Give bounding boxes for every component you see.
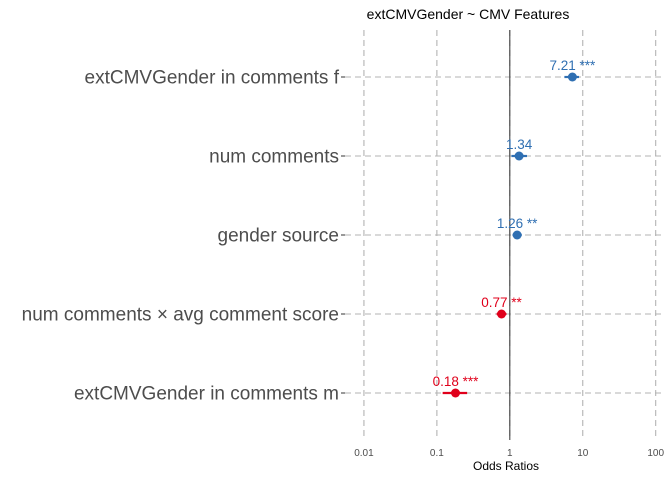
- estimate-point: [512, 230, 522, 240]
- y-category-label: extCMVGender in comments m: [74, 384, 339, 405]
- estimate-label: 0.18 ***: [433, 374, 480, 389]
- estimate-label: 7.21 ***: [549, 58, 596, 73]
- estimate-label: 1.26 **: [497, 216, 538, 231]
- x-tick-label: 0.1: [430, 448, 444, 459]
- estimate-point: [497, 309, 507, 319]
- y-category-label: extCMVGender in comments f: [85, 68, 340, 89]
- y-category-label: gender source: [218, 226, 339, 247]
- y-category-label: num comments: [209, 147, 339, 168]
- estimate-point: [450, 388, 460, 398]
- x-tick-label: 100: [647, 448, 664, 459]
- x-axis-title: Odds Ratios: [473, 459, 539, 473]
- grid-layer: [341, 30, 664, 440]
- label-layer: 0.01 0.1 1 10 100 extCMVGender in comments f n…: [22, 58, 665, 459]
- estimate-point: [514, 151, 524, 161]
- x-tick-label: 1: [507, 448, 513, 459]
- chart-title: extCMVGender ~ CMV Features: [367, 6, 570, 22]
- mark-layer: [442, 72, 580, 398]
- y-category-label: num comments × avg comment score: [22, 305, 339, 326]
- estimate-point: [567, 72, 577, 82]
- estimate-label: 0.77 **: [481, 295, 522, 310]
- x-tick-label: 0.01: [354, 448, 374, 459]
- x-tick-label: 10: [577, 448, 589, 459]
- estimate-label: 1.34: [506, 137, 533, 152]
